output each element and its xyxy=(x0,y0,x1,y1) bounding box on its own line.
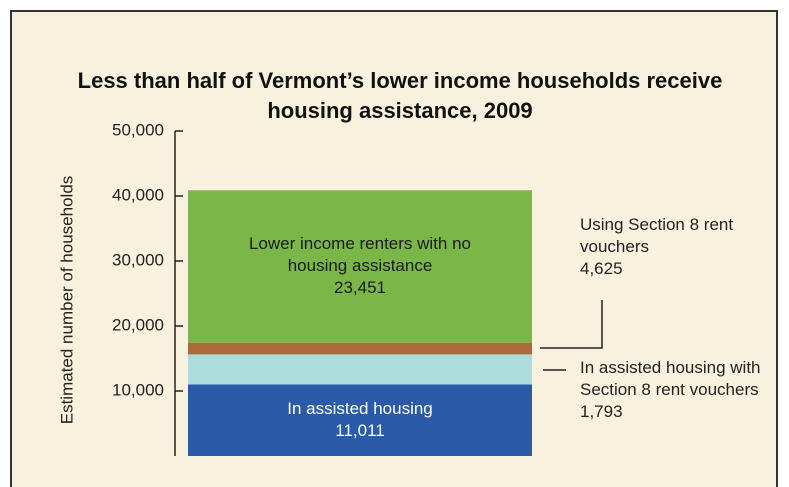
segment-value: 23,451 xyxy=(334,278,386,298)
segment-label: Lower income renters with no housing ass… xyxy=(188,233,532,299)
callout-value: 4,625 xyxy=(580,259,623,278)
callout-value: 1,793 xyxy=(580,402,623,421)
bar-segment xyxy=(188,354,532,385)
chart-title: Less than half of Vermont’s lower income… xyxy=(77,68,723,123)
callout-name: In assisted housing with Section 8 rent … xyxy=(580,358,761,399)
y-tick-label: 50,000 xyxy=(112,120,164,139)
leader-line xyxy=(540,300,603,349)
y-tick-label: 30,000 xyxy=(112,250,164,269)
y-tick-label: 40,000 xyxy=(112,185,164,204)
bar-segment xyxy=(188,342,532,355)
y-tick-label: 10,000 xyxy=(112,380,164,399)
segment-name: In assisted housing xyxy=(287,399,433,419)
segment-value: 11,011 xyxy=(335,421,385,441)
bar-segment xyxy=(188,384,532,456)
callout-label: Using Section 8 rent vouchers 4,625 xyxy=(580,214,750,280)
y-tick-label: 20,000 xyxy=(112,315,164,334)
callout-label: In assisted housing with Section 8 rent … xyxy=(580,357,770,423)
bar-segment xyxy=(188,190,532,343)
segment-label: In assisted housing 11,011 xyxy=(188,398,532,442)
y-axis-label: Estimated number of households xyxy=(57,176,76,425)
callout-name: Using Section 8 rent vouchers xyxy=(580,215,734,256)
segment-name: Lower income renters with no housing ass… xyxy=(248,234,472,276)
